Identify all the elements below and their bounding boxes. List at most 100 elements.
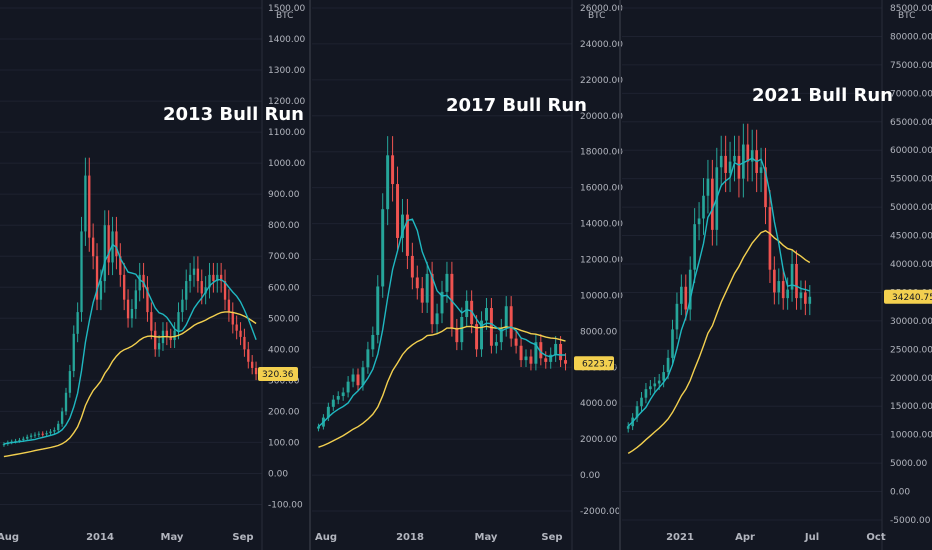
candle-body [33,434,37,436]
chart-panel-2013[interactable]: 1500.00 1400.00 1300.00 1200.00 1100.00 1000.… [0,0,305,550]
ma-fast-line [627,157,811,427]
candle-body [626,426,630,429]
candle-body [99,281,103,300]
candle-body [534,342,538,364]
candle-body [41,433,44,435]
chart-panel-2017[interactable]: 26000.00 24000.00 22000.00 20000.00 18000.00… [309,0,623,550]
candle-body [790,264,794,290]
candle-body [115,231,118,257]
chart-panel-2021[interactable]: 85000.00 80000.00 75000.00 70000.00 65000.00… [619,0,932,550]
candle-body [549,354,553,362]
candle-body [376,286,380,335]
y-tick-label: 5000.00 [890,459,927,469]
candle-body [177,312,180,331]
y-tick-label: 2000.00 [580,435,617,445]
candle-body [799,292,803,299]
x-tick-label: Apr [735,532,755,543]
candle-body [706,178,710,196]
candle-body [142,274,145,288]
y-tick-label: 20000.00 [580,112,623,122]
y-tick-label: 10000.00 [580,291,623,301]
candle-body [702,195,705,219]
candle-body [49,431,52,434]
ma-fast-line [318,218,566,428]
y-tick-label: 4000.00 [580,399,617,409]
candle-body [216,274,219,282]
x-tick-label: Aug [0,532,19,543]
candle-body [737,155,741,179]
candle-body [208,274,211,288]
candle-body [227,299,231,313]
candle-body [185,281,188,300]
y-tick-label: 1400.00 [268,35,305,45]
y-tick-label: 0.00 [890,488,910,498]
y-tick-label: 10000.00 [890,431,932,441]
candle-body [410,255,414,278]
candle-body [445,273,449,292]
ma-slow-line [627,229,811,454]
candle-body [80,231,83,313]
candle-body [719,155,723,168]
candle-body [57,423,60,431]
candle-body [773,269,776,293]
candle-body [26,436,29,439]
candle-body [415,277,419,289]
candle-body [231,312,234,325]
unit-label: BTC [588,11,605,21]
y-tick-label: 25000.00 [890,345,932,355]
candle-body [331,399,335,407]
candle-body [351,374,355,382]
y-tick-label: 300.00 [268,376,300,386]
y-tick-label: -100.00 [268,500,303,510]
candle-body [247,349,250,362]
candle-body [808,296,812,304]
candle-body [111,231,114,263]
candle-body [88,175,91,238]
candle-body [544,358,548,362]
candle-body [173,330,176,341]
y-tick-label: 500.00 [268,314,300,324]
candle-body [759,167,763,173]
candle-body [45,433,48,435]
candle-body [130,308,134,319]
y-tick-label: 55000.00 [890,175,932,185]
candle-body [200,281,203,294]
candle-body [204,287,207,294]
candle-body [460,316,464,343]
candle-body [219,274,223,282]
candle-body [371,334,375,350]
candle-body [366,349,370,368]
candle-body [196,268,200,282]
y-tick-label: 900.00 [268,190,300,200]
candle-body [157,343,161,350]
candle-body [662,372,665,381]
candle-body [742,144,745,179]
candle-body [14,440,17,442]
candle-body [119,256,122,275]
candle-body [165,330,169,337]
candle-body [336,396,340,400]
candle-body [22,438,25,440]
candle-body [53,430,56,432]
y-tick-label: 60000.00 [890,146,932,156]
candle-body [746,144,750,162]
y-tick-label: 85000.00 [890,4,932,14]
candle-body [475,324,479,350]
y-tick-label: 200.00 [268,407,300,417]
chart-title: 2021 Bull Run [752,85,893,106]
candle-body [539,342,543,359]
y-tick-label: 80000.00 [890,32,932,42]
candle-body [356,374,360,386]
candle-body [559,343,563,361]
candle-body [653,383,657,387]
x-tick-label: Aug [315,532,337,543]
candle-body [76,312,79,334]
y-tick-label: 18000.00 [580,148,623,158]
candle-body [509,306,513,339]
y-tick-label: 45000.00 [890,232,932,242]
y-tick-label: 65000.00 [890,118,932,128]
x-tick-label: Sep [232,532,253,543]
y-tick-label: 400.00 [268,345,300,355]
candle-body [635,406,639,418]
